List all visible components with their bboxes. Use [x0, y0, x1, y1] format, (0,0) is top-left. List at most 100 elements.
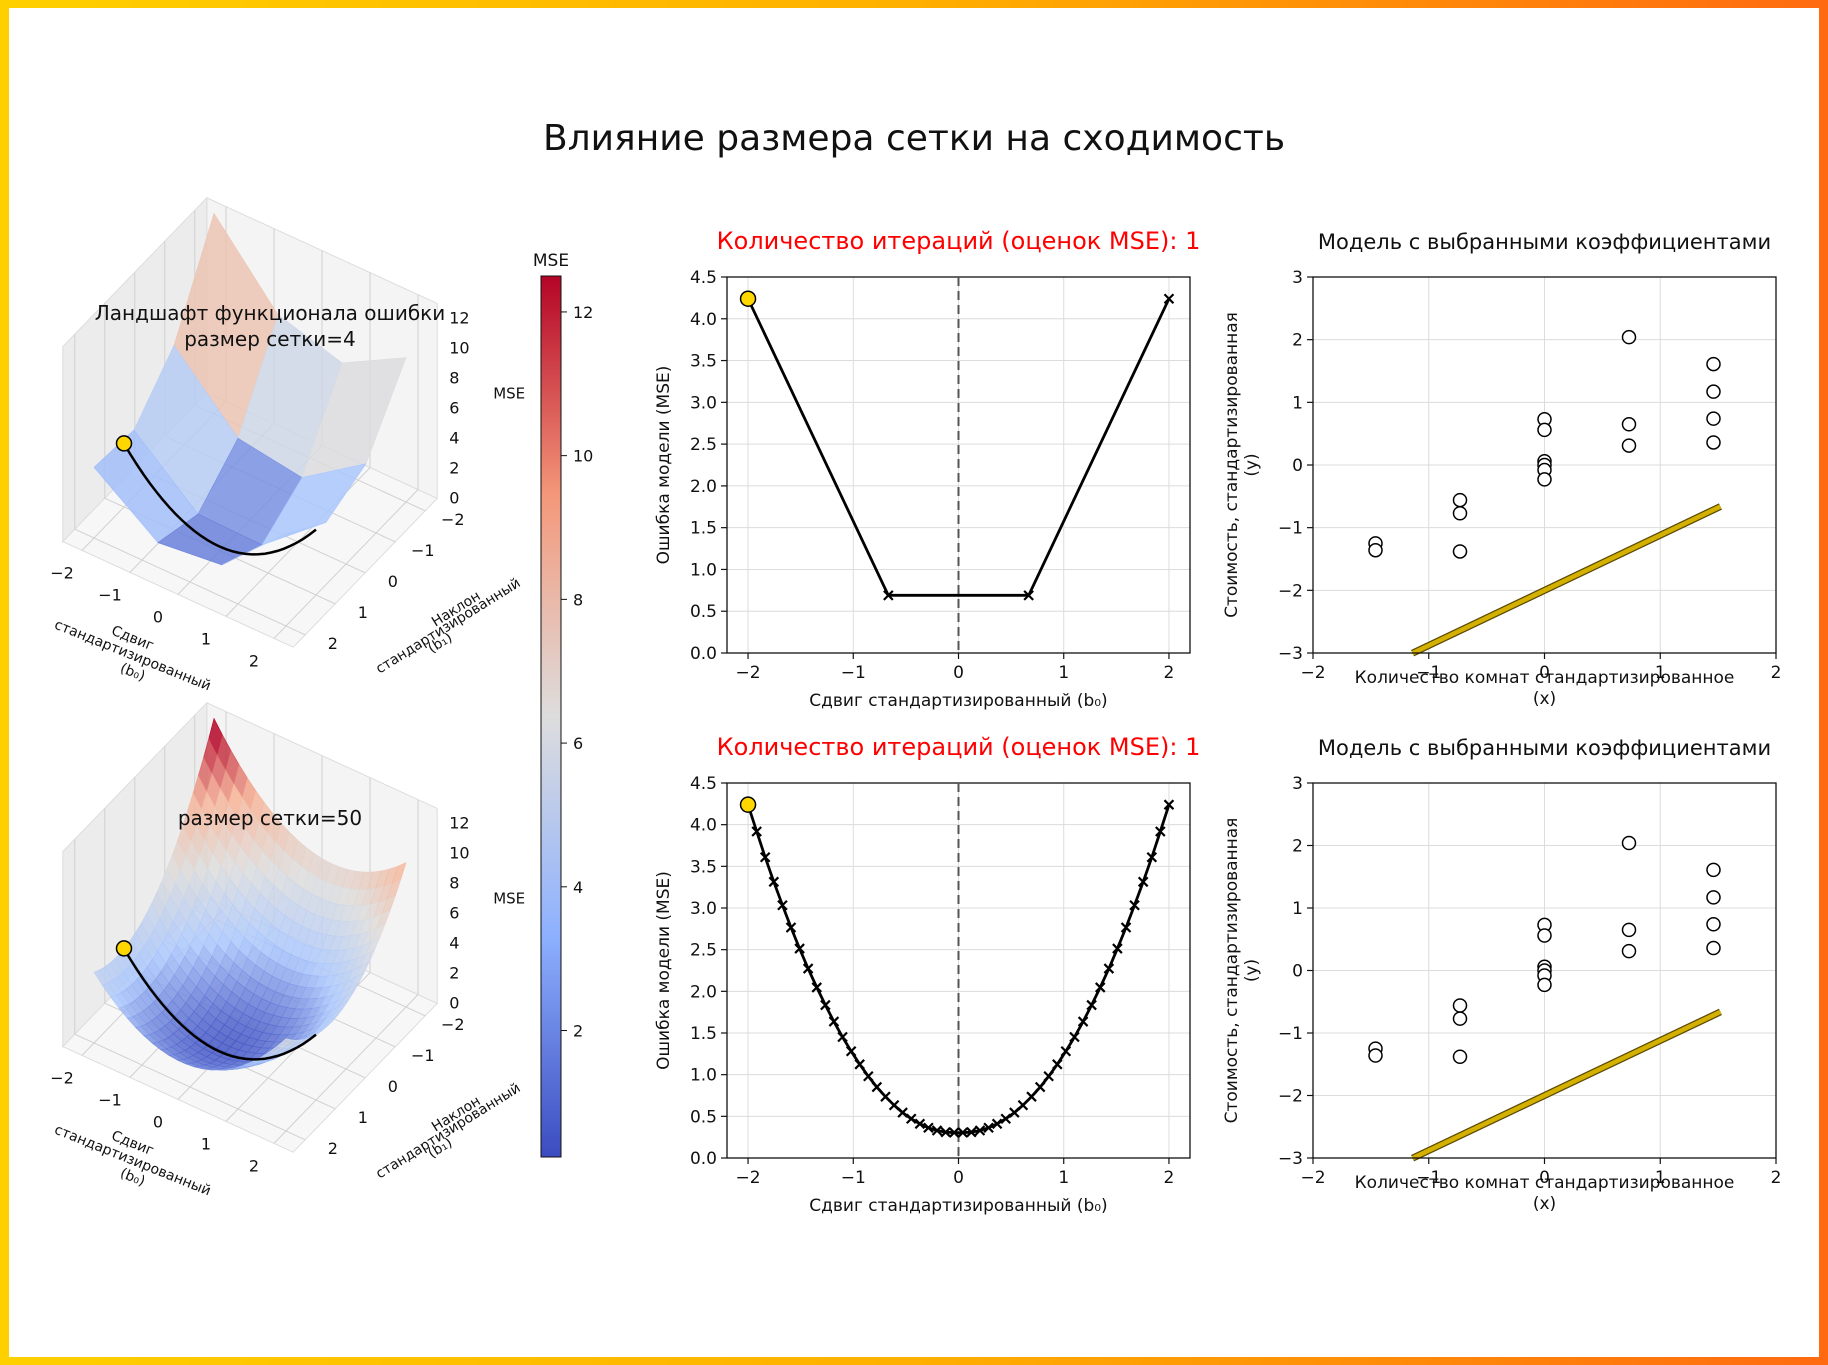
y-tick-label: 4.5 [690, 774, 717, 794]
iteration-marker [820, 999, 831, 1011]
data-point [1706, 862, 1721, 878]
y-axis-label-variable: (y) [1242, 959, 1262, 982]
x-tick-label: 2 [249, 652, 259, 671]
y-tick-label: 4.0 [690, 310, 717, 330]
colorbar-tick-label: 10 [573, 447, 593, 466]
iteration-marker [854, 1059, 865, 1070]
iteration-marker [1023, 590, 1034, 601]
plot-frame [1312, 782, 1777, 1159]
descent-path [122, 948, 317, 1061]
chart-title: Модель с выбранными коэффициентами [1318, 230, 1771, 254]
iteration-marker [966, 1126, 977, 1138]
x-tick-label: −2 [736, 663, 761, 683]
colorbar-tick-label: 4 [573, 878, 583, 897]
data-point [1537, 472, 1552, 487]
mse_grid4-chart: −2 −1 0 1 2 0.0 0.5 1.0 1.5 2.0 2.5 3.0 3.5 4.0 4.5Кол… [654, 227, 1200, 711]
data-point [1706, 940, 1721, 956]
iteration-marker [905, 1113, 917, 1125]
x-axis-label-variable: (x) [1533, 1194, 1556, 1214]
iteration-marker [948, 1127, 960, 1138]
iteration-marker [759, 851, 771, 863]
x-tick-label: 0 [153, 608, 163, 627]
x-axis-label: Количество комнат стандартизированное [1355, 668, 1735, 688]
y-tick-label: 1 [1292, 899, 1303, 919]
iteration-marker [1034, 1081, 1046, 1093]
floor-grid [273, 994, 419, 1144]
y-tick-label: −2 [1278, 581, 1303, 601]
y-tick-label: 0 [388, 572, 398, 591]
iteration-marker [931, 1125, 943, 1136]
iteration-marker [940, 1126, 951, 1138]
plot-frame [1312, 276, 1777, 654]
x-tick-label: 1 [1655, 663, 1666, 683]
iteration-marker [1163, 799, 1175, 810]
data-point [1621, 922, 1637, 938]
y-tick-label: 4.5 [690, 268, 717, 288]
regression-line [1411, 504, 1722, 656]
y-tick-label: 2 [1292, 837, 1303, 857]
x-tick-label: −1 [1416, 1168, 1441, 1188]
iteration-marker [880, 1091, 891, 1102]
floor-grid [74, 1033, 306, 1141]
iteration-marker [897, 1107, 908, 1118]
colorbar-tick-label: 2 [573, 1022, 583, 1041]
x-tick-label: 1 [1058, 1168, 1069, 1188]
chart-title: Модель с выбранными коэффициентами [1318, 736, 1771, 760]
y-tick-label: −1 [411, 1046, 435, 1065]
y-tick-label: 1.0 [690, 1066, 717, 1086]
y-tick-label: 1.5 [690, 519, 717, 539]
y-tick-label: 3.0 [690, 393, 717, 413]
x-tick-label: −1 [841, 1168, 866, 1188]
iteration-marker [1120, 922, 1132, 933]
iteration-marker [1069, 1031, 1080, 1043]
mse-curve [746, 298, 1171, 597]
z-tick-label: 6 [449, 903, 459, 922]
y-axis-label: Ошибка модели (MSE) [654, 871, 674, 1070]
iteration-marker [1146, 851, 1158, 863]
data-point [1621, 438, 1637, 453]
chart-title: Ландшафт функционала ошибки [95, 301, 445, 325]
surface_grid4-chart: −2−1012−2−1012024681012MSEСдвигстандарти… [50, 196, 525, 694]
start-point [115, 940, 133, 957]
data-point [1452, 506, 1468, 521]
y-tick-label: −2 [1278, 1087, 1303, 1107]
data-point [1706, 411, 1721, 426]
data-point [1621, 835, 1637, 851]
x-tick-label: −1 [841, 663, 866, 683]
mse_grid50-chart: −2 −1 0 1 2 0.0 0.5 1.0 1.5 2.0 2.5 3.0 3.5 4.0 4.5Кол… [654, 733, 1200, 1216]
x-tick-label: 2 [1164, 663, 1175, 683]
x-tick-label: −2 [50, 1069, 74, 1088]
iteration-marker [1103, 963, 1115, 974]
iteration-marker [957, 1127, 969, 1138]
data-point [1452, 492, 1468, 508]
x-axis-label: Сдвиг стандартизированный (b₀) [809, 691, 1107, 711]
iteration-marker [845, 1045, 857, 1057]
z-tick-label: 2 [449, 963, 459, 982]
surface-facet [277, 1038, 292, 1048]
z-tick-label: 6 [449, 398, 459, 417]
colorbar-label: MSE [533, 251, 569, 271]
x-tick-label: 1 [1655, 1168, 1666, 1188]
y-tick-label: −2 [441, 1015, 465, 1034]
y-tick-label: 0 [388, 1077, 398, 1096]
z-tick-label: 12 [449, 308, 469, 327]
y-tick-label: 3.5 [690, 857, 717, 877]
z-tick-label: 0 [449, 993, 459, 1012]
iteration-marker [777, 899, 788, 911]
iteration-marker [768, 876, 780, 888]
data-point [1452, 1011, 1468, 1026]
z-axis-label: MSE [493, 889, 525, 907]
data-point [1621, 943, 1637, 959]
colorbar-tick-label: 8 [573, 590, 583, 609]
floor-grid [273, 489, 419, 639]
iteration-marker [751, 826, 762, 837]
chart-title: Количество итераций (оценок MSE): 1 [717, 227, 1201, 255]
y-tick-label: 2.5 [690, 941, 717, 961]
colorbar-gradient [540, 275, 562, 1158]
data-point [1452, 1049, 1468, 1064]
data-point [1452, 544, 1468, 559]
x-axis-label: стандартизированный [52, 617, 213, 694]
y-tick-label: 1 [358, 603, 368, 622]
